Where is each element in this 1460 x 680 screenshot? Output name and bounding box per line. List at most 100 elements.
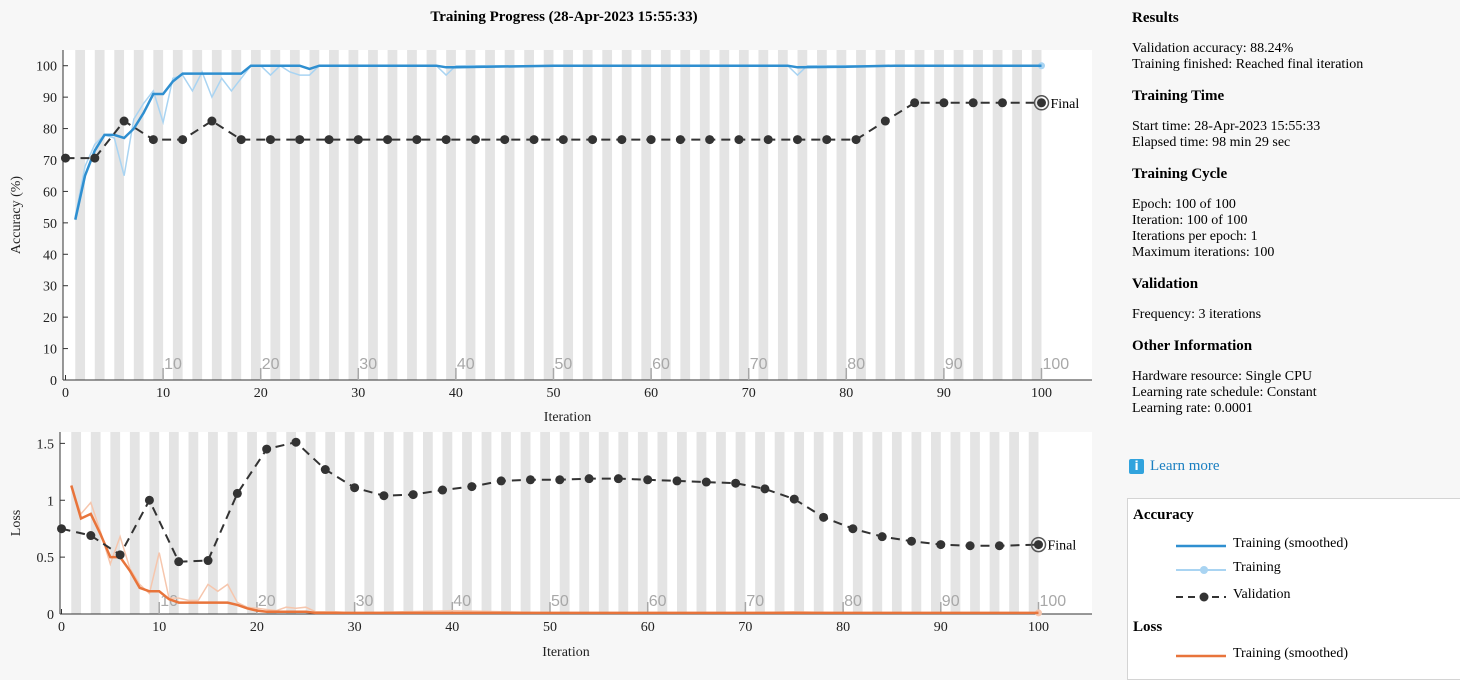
accuracy-validation-point xyxy=(617,135,627,145)
epoch-label: 50 xyxy=(551,593,569,610)
epoch-stripe xyxy=(1031,50,1042,380)
x-tick-label: 30 xyxy=(348,620,362,635)
epoch-stripe xyxy=(875,50,886,380)
epoch-stripe xyxy=(485,50,495,380)
y-tick-label: 10 xyxy=(43,343,57,358)
epoch-stripe xyxy=(836,50,847,380)
epoch-stripe xyxy=(755,432,765,614)
epoch-stripe xyxy=(813,432,824,614)
epoch-stripe xyxy=(716,432,726,614)
epoch-stripe xyxy=(934,50,944,380)
epoch-stripe xyxy=(250,50,261,380)
loss-series-training-smoothed-line xyxy=(70,485,1039,615)
x-tick-label: 10 xyxy=(152,620,166,635)
x-tick-label: 0 xyxy=(58,620,65,635)
epoch-stripe xyxy=(852,432,863,614)
legend-label: Training (smoothed) xyxy=(1233,646,1348,661)
epoch-stripe xyxy=(75,50,86,380)
epoch-stripe xyxy=(872,432,883,614)
epoch-stripe xyxy=(270,50,281,380)
epoch-stripe xyxy=(286,432,296,614)
accuracy-validation-point xyxy=(119,116,129,126)
epoch-stripe xyxy=(563,50,574,380)
epoch-stripe xyxy=(71,432,82,614)
epoch-stripe xyxy=(738,50,749,380)
learning-rate-schedule-text: Learning rate schedule: Constant xyxy=(1132,385,1317,400)
epoch-stripe xyxy=(309,50,320,380)
accuracy-validation-point xyxy=(383,135,393,145)
accuracy-final-label: Final xyxy=(1051,97,1080,112)
x-tick-label: 20 xyxy=(250,620,264,635)
epoch-label: 90 xyxy=(942,593,960,610)
epoch-stripe xyxy=(524,50,534,380)
epoch-stripe xyxy=(387,50,398,380)
validation-section: Validation Frequency: 3 iterations xyxy=(1132,275,1452,323)
epoch-stripe xyxy=(149,432,160,614)
epoch-stripe xyxy=(227,432,238,614)
y-tick-label: 50 xyxy=(43,217,57,232)
epoch-stripe xyxy=(641,50,652,380)
epoch-stripe xyxy=(817,50,827,380)
training-time-heading: Training Time xyxy=(1132,88,1225,104)
legend-label: Training xyxy=(1233,560,1281,575)
epoch-stripe xyxy=(172,50,183,380)
accuracy-validation-point xyxy=(148,135,158,145)
x-tick-label: 100 xyxy=(1031,386,1052,401)
loss-validation-point xyxy=(203,556,213,566)
accuracy-validation-point xyxy=(324,135,334,145)
y-axis-label: Loss xyxy=(9,510,24,536)
epoch-stripe xyxy=(192,50,203,380)
epoch-label: 60 xyxy=(649,593,667,610)
epoch-stripe xyxy=(403,432,414,614)
info-icon: i xyxy=(1129,459,1144,474)
learn-more-link[interactable]: i Learn more xyxy=(1129,458,1220,475)
accuracy-validation-point xyxy=(236,135,246,145)
accuracy-validation-point xyxy=(851,135,861,145)
epoch-stripe xyxy=(797,50,808,380)
epoch-stripe xyxy=(621,50,632,380)
loss-validation-point xyxy=(174,557,184,567)
legend-accuracy-heading: Accuracy xyxy=(1133,507,1194,523)
legend-loss-heading: Loss xyxy=(1133,619,1163,635)
loss-final-label: Final xyxy=(1048,539,1077,554)
y-tick-label: 70 xyxy=(43,154,57,169)
accuracy-validation-point xyxy=(588,135,598,145)
x-tick-label: 40 xyxy=(445,620,459,635)
training-cycle-section: Training Cycle Epoch: 100 of 100 Iterati… xyxy=(1132,165,1452,261)
epoch-stripe xyxy=(856,50,866,380)
x-tick-label: 70 xyxy=(742,386,756,401)
epoch-stripe xyxy=(774,432,785,614)
epoch-stripe xyxy=(895,50,905,380)
loss-validation-point xyxy=(672,476,682,486)
loss-validation-point xyxy=(291,437,301,447)
y-tick-label: 20 xyxy=(43,311,57,326)
loss-validation-point xyxy=(1034,540,1043,550)
x-tick-label: 60 xyxy=(641,620,655,635)
legend: Accuracy Training (smoothed) Training Va… xyxy=(1127,498,1460,680)
loss-validation-point xyxy=(496,476,506,486)
epoch-stripe xyxy=(422,432,433,614)
epoch-stripe xyxy=(94,50,105,380)
epoch-stripe xyxy=(657,432,668,614)
epoch-stripe xyxy=(989,432,1000,614)
epoch-stripe xyxy=(696,432,707,614)
accuracy-validation-point xyxy=(265,135,275,145)
loss-validation-point xyxy=(789,494,799,504)
epoch-stripe xyxy=(543,50,554,380)
epoch-stripe xyxy=(168,432,179,614)
accuracy-validation-point xyxy=(763,135,773,145)
y-axis-label: Accuracy (%) xyxy=(9,176,24,254)
x-tick-label: 40 xyxy=(449,386,463,401)
epoch-stripe xyxy=(1009,432,1019,614)
loss-validation-point xyxy=(994,541,1004,551)
legend-label: Validation xyxy=(1233,587,1291,602)
loss-validation-point xyxy=(525,475,535,485)
epoch-label: 10 xyxy=(164,356,182,373)
epoch-stripe xyxy=(931,432,941,614)
epoch-text: Epoch: 100 of 100 xyxy=(1132,197,1236,212)
epoch-stripe xyxy=(680,50,691,380)
epoch-label: 30 xyxy=(356,593,374,610)
accuracy-validation-point xyxy=(441,135,451,145)
epoch-stripe xyxy=(637,432,648,614)
